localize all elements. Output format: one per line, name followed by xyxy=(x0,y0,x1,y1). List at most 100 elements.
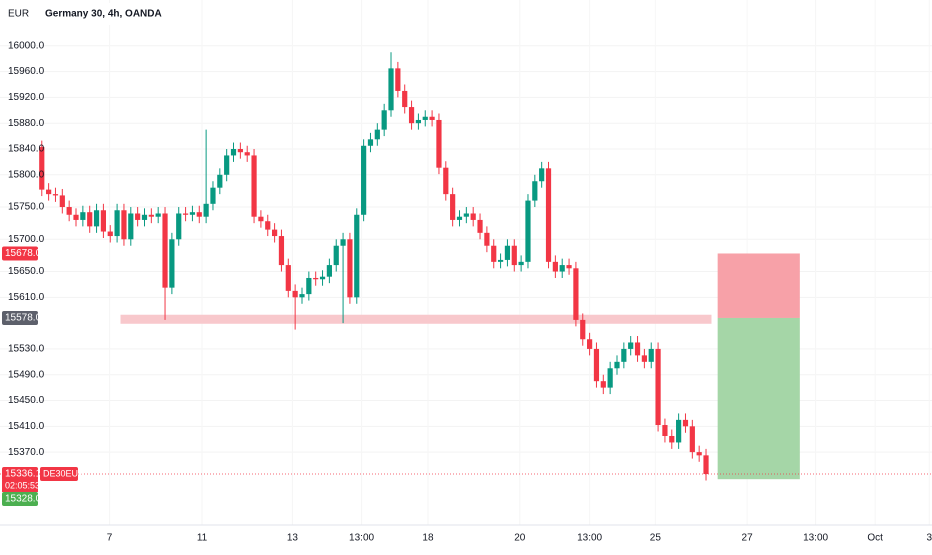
y-tick-label: 15840.0 xyxy=(8,144,45,155)
x-tick-label: 20 xyxy=(514,533,526,544)
candle-body xyxy=(703,455,709,475)
candle-body xyxy=(545,168,552,262)
candle-body xyxy=(491,245,497,262)
candle-body xyxy=(354,214,360,298)
candle-body xyxy=(155,213,161,217)
candle-body xyxy=(367,139,374,146)
y-tick-label: 16000.0 xyxy=(8,40,45,51)
symbol-tag-box xyxy=(40,466,78,481)
currency-box[interactable] xyxy=(2,3,38,25)
x-tick-label: 13:00 xyxy=(349,533,374,544)
candle-body xyxy=(306,277,312,295)
candle-body xyxy=(450,194,456,220)
price-label: 15578.0 xyxy=(5,313,42,324)
candle-body xyxy=(361,145,367,215)
candle-body xyxy=(648,348,654,362)
price-label-box xyxy=(2,466,38,481)
candle-body xyxy=(497,259,504,262)
y-tick-label: 15750.0 xyxy=(8,202,45,213)
candle-body xyxy=(210,187,216,204)
price-label: 15328.0 xyxy=(5,494,42,505)
candle-body xyxy=(285,265,291,291)
target-zone xyxy=(717,317,800,480)
candle-body xyxy=(388,68,394,111)
support-zone xyxy=(120,314,712,324)
candle-body xyxy=(251,155,257,217)
candle-body xyxy=(319,276,326,280)
stop-zone xyxy=(717,253,800,318)
candle-body xyxy=(587,339,593,349)
y-tick-label: 15610.0 xyxy=(8,292,45,303)
candle-body xyxy=(258,216,264,222)
candle-body xyxy=(422,116,428,120)
candle-body xyxy=(443,167,449,195)
x-tick-label: 7 xyxy=(107,533,113,544)
candle-body xyxy=(128,213,134,240)
x-tick-label: 25 xyxy=(650,533,662,544)
candle-body xyxy=(621,348,627,362)
labels: 16000.0 15960.0 15920.0 15880.0 15840.0 15800… xyxy=(2,40,932,544)
y-tick-label: 15880.0 xyxy=(8,118,45,129)
candle-body xyxy=(66,207,72,215)
x-tick-label: Oct xyxy=(867,533,883,544)
candle-body xyxy=(244,152,250,156)
x-tick-label: 27 xyxy=(742,533,754,544)
symbol[interactable]: Germany 30, 4h, OANDA xyxy=(45,9,162,20)
candle-body xyxy=(634,342,641,356)
candle-body xyxy=(573,268,579,320)
countdown-box xyxy=(2,479,38,492)
candle-body xyxy=(552,261,558,272)
candle-body xyxy=(80,212,86,220)
candle-body xyxy=(641,355,647,362)
candle-body xyxy=(59,195,65,208)
candle-body xyxy=(408,107,415,124)
symbol-tag: DE30EUR xyxy=(43,468,85,478)
candle-body xyxy=(326,265,332,277)
candle-body xyxy=(539,168,545,182)
candle-body xyxy=(272,229,278,237)
countdown: 02:05:53 xyxy=(5,480,40,490)
candle-body xyxy=(381,110,387,130)
y-tick-label: 15450.0 xyxy=(8,395,45,406)
y-tick-label: 15530.0 xyxy=(8,344,45,355)
price-label-box xyxy=(2,310,38,325)
symbol-box[interactable] xyxy=(42,3,180,25)
price-label: 15678.0 xyxy=(5,248,42,259)
candle-body xyxy=(224,155,230,175)
candle-body xyxy=(333,245,339,266)
candle-body xyxy=(580,319,586,340)
candle-body xyxy=(470,213,476,220)
candle-body xyxy=(39,147,45,190)
x-tick-label: 13:00 xyxy=(803,533,828,544)
candle-body xyxy=(689,426,695,453)
candle-body xyxy=(559,265,565,272)
currency[interactable]: EUR xyxy=(8,9,29,20)
price-label-box xyxy=(2,246,38,261)
candle-body xyxy=(477,219,483,233)
y-tick-label: 15490.0 xyxy=(8,369,45,380)
candle-body xyxy=(682,419,689,427)
candle-body xyxy=(347,239,353,298)
y-tick-label: 15960.0 xyxy=(8,66,45,77)
candle-body xyxy=(141,214,148,220)
candle-body xyxy=(169,239,175,288)
candle-body xyxy=(456,216,463,220)
y-tick-label: 15800.0 xyxy=(8,169,45,180)
y-tick-label: 15370.0 xyxy=(8,447,45,458)
candle-body xyxy=(100,210,107,232)
candle-body xyxy=(436,119,442,168)
candle-body xyxy=(121,210,127,240)
candle-body xyxy=(114,210,120,237)
candle-body xyxy=(607,368,613,388)
x-tick-label: 13:00 xyxy=(577,533,602,544)
x-tick-label: 11 xyxy=(197,533,208,544)
candle-body xyxy=(340,239,346,246)
candle-body xyxy=(628,342,634,349)
candle-body xyxy=(87,212,93,227)
candle-body xyxy=(518,261,524,266)
candle-body xyxy=(504,245,511,260)
candle-body xyxy=(395,68,401,91)
candle-body xyxy=(93,210,100,227)
candle-body xyxy=(313,277,319,280)
candle-body xyxy=(265,221,271,230)
